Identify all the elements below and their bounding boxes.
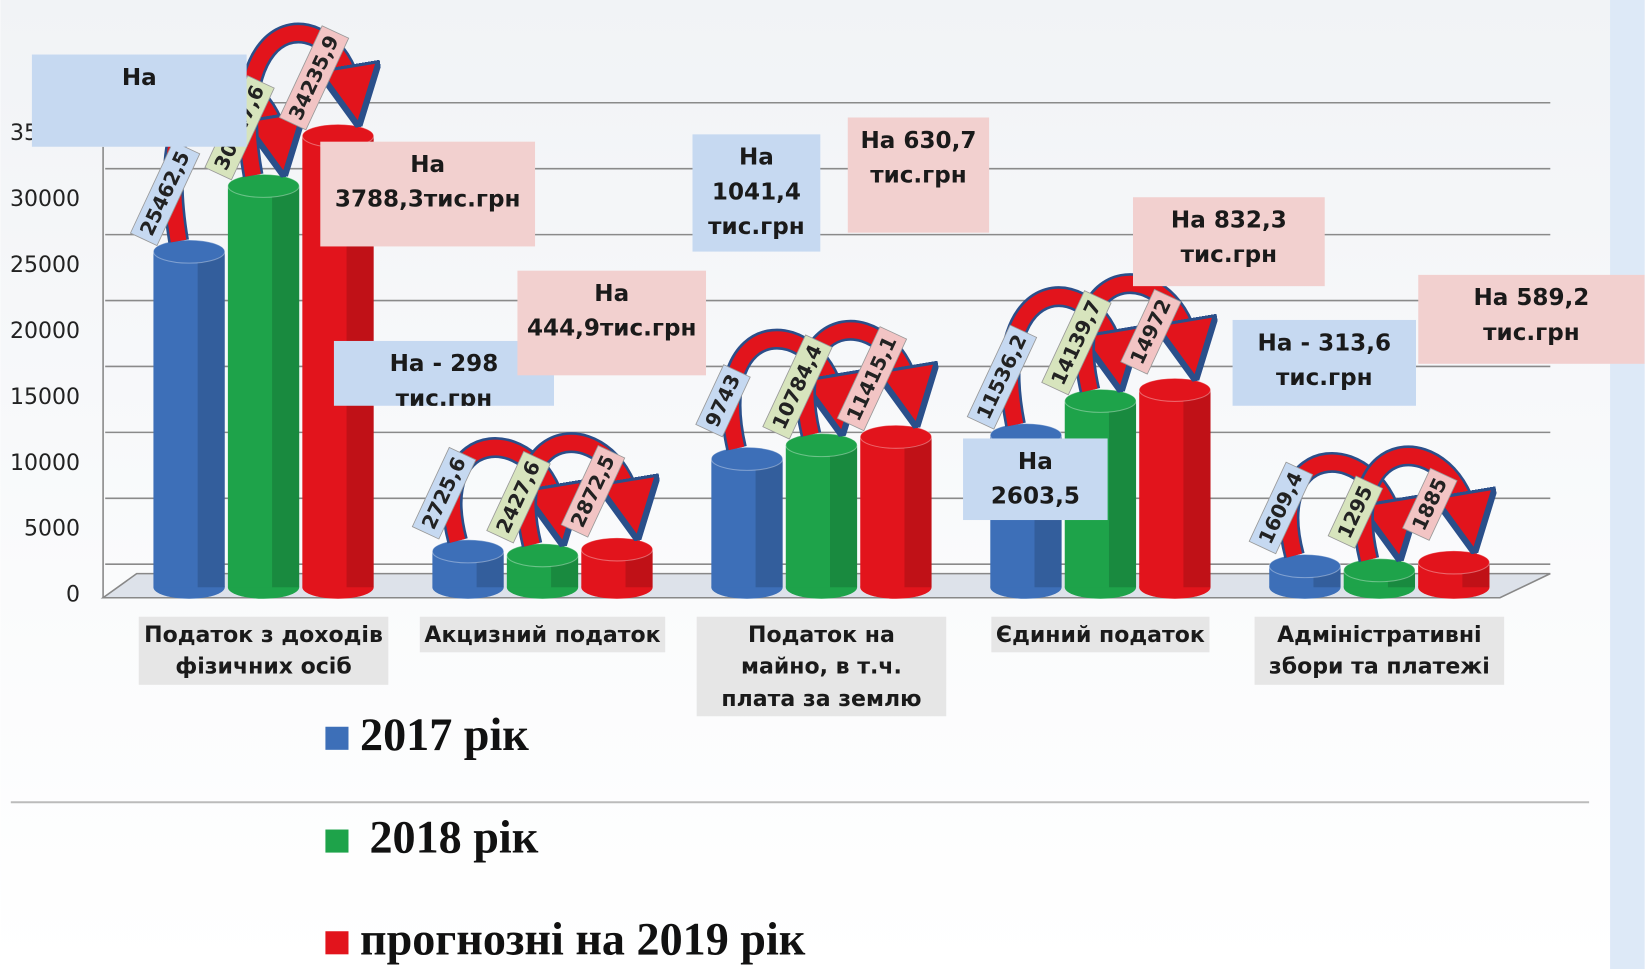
annotation: На 444,9тис.грн bbox=[517, 271, 706, 376]
x-tick-label: Податок на майно, в т.ч. плата за землю bbox=[697, 617, 947, 717]
annotation: На 630,7 тис.грн bbox=[848, 117, 990, 232]
legend-label: 2017 рік bbox=[360, 709, 529, 760]
callout: На 832,3 тис.грн bbox=[1133, 197, 1325, 286]
x-tick-box: Адміністративні збори та платежі bbox=[1238, 617, 1521, 732]
annotation: На 832,3 тис.грн bbox=[1133, 197, 1325, 286]
annotation: На bbox=[32, 55, 247, 147]
bar-cap bbox=[432, 540, 503, 563]
callout: На 3788,3тис.грн bbox=[320, 142, 535, 247]
bar-cap bbox=[1344, 559, 1415, 582]
callout: На 589,2 тис.грн bbox=[1418, 275, 1645, 364]
bar-cap bbox=[1139, 378, 1210, 401]
bar-cap bbox=[1065, 389, 1136, 412]
bar-cap bbox=[581, 538, 652, 561]
bar-shade bbox=[830, 445, 857, 587]
side-strip bbox=[1610, 0, 1645, 969]
legend-swatch bbox=[325, 830, 348, 853]
bar-shade bbox=[904, 437, 931, 587]
y-tick-label: 15000 bbox=[10, 385, 80, 410]
bar-shade bbox=[198, 252, 225, 588]
annotation: На 1041,4 тис.грн bbox=[692, 134, 820, 251]
bar-cap bbox=[1418, 551, 1489, 574]
bar-shade bbox=[272, 186, 299, 587]
legend-label: 2018 рік bbox=[369, 812, 538, 863]
bar-cap bbox=[711, 447, 782, 470]
legend-swatch bbox=[325, 727, 348, 750]
chart: 0500010000150002000025000300003500025462… bbox=[0, 0, 1645, 969]
bar-shade bbox=[1183, 390, 1210, 587]
bar-cap bbox=[1269, 555, 1340, 578]
callout: На 2603,5 тис.грн bbox=[963, 438, 1108, 520]
annotation: На 3788,3тис.грн bbox=[320, 142, 535, 247]
x-tick-label: Податок з доходів фізичних осіб bbox=[139, 617, 389, 685]
y-tick-label: 10000 bbox=[10, 451, 80, 476]
annotation: На - 313,6 тис.грн bbox=[1233, 320, 1417, 406]
bar-cap bbox=[860, 425, 931, 448]
x-tick-label: Адміністративні збори та платежі bbox=[1255, 617, 1505, 685]
legend-label: прогнозні на 2019 рік bbox=[360, 913, 806, 964]
legend-swatch bbox=[325, 931, 348, 954]
callout: На bbox=[32, 55, 247, 147]
x-tick-box: Єдиний податок bbox=[959, 617, 1242, 732]
annotation: На 2603,5 тис.грн bbox=[963, 438, 1108, 520]
bar-cap bbox=[786, 434, 857, 457]
y-tick-label: 30000 bbox=[10, 187, 80, 212]
y-tick-label: 0 bbox=[66, 583, 80, 608]
x-tick-label: Єдиний податок bbox=[992, 617, 1209, 653]
y-tick-label: 20000 bbox=[10, 319, 80, 344]
x-tick-label: Акцизний податок bbox=[420, 617, 665, 653]
bar-shade bbox=[1109, 401, 1136, 587]
bar-cap bbox=[228, 174, 299, 197]
callout: На 444,9тис.грн bbox=[517, 271, 706, 376]
y-tick-label: 25000 bbox=[10, 253, 80, 278]
callout: На 630,7 тис.грн bbox=[848, 117, 990, 232]
callout: На 1041,4 тис.грн bbox=[692, 134, 820, 251]
annotation: На 589,2 тис.грн bbox=[1418, 275, 1645, 364]
callout: На - 313,6 тис.грн bbox=[1233, 320, 1417, 406]
bar-shade bbox=[756, 459, 783, 587]
bar-cap bbox=[507, 544, 578, 567]
y-tick-label: 5000 bbox=[24, 517, 80, 542]
bar-cap bbox=[153, 240, 224, 263]
x-tick-box: Податок на майно, в т.ч. плата за землю bbox=[680, 617, 963, 732]
